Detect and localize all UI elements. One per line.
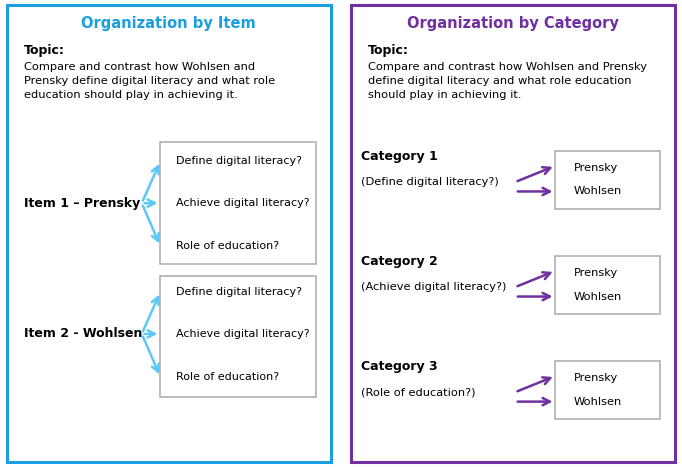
FancyBboxPatch shape: [555, 256, 660, 314]
FancyBboxPatch shape: [555, 361, 660, 419]
Text: (Achieve digital literacy?): (Achieve digital literacy?): [361, 282, 507, 292]
Text: Topic:: Topic:: [368, 44, 409, 57]
Text: Category 2: Category 2: [361, 255, 438, 268]
Text: Compare and contrast how Wohlsen and Prensky
define digital literacy and what ro: Compare and contrast how Wohlsen and Pre…: [368, 62, 647, 100]
Text: Wohlsen: Wohlsen: [574, 396, 622, 407]
Text: Compare and contrast how Wohlsen and
Prensky define digital literacy and what ro: Compare and contrast how Wohlsen and Pre…: [24, 62, 275, 100]
Text: Item 2 - Wohlsen: Item 2 - Wohlsen: [24, 327, 142, 340]
Text: Prensky: Prensky: [574, 373, 618, 383]
Text: Achieve digital literacy?: Achieve digital literacy?: [175, 329, 309, 339]
Text: Organization by Category: Organization by Category: [407, 16, 619, 31]
Text: Prensky: Prensky: [574, 268, 618, 278]
Text: (Role of education?): (Role of education?): [361, 387, 476, 397]
Text: Category 3: Category 3: [361, 360, 438, 373]
FancyBboxPatch shape: [555, 150, 660, 209]
Text: Role of education?: Role of education?: [175, 372, 279, 382]
Text: Category 1: Category 1: [361, 150, 438, 163]
FancyBboxPatch shape: [160, 276, 316, 397]
Text: Define digital literacy?: Define digital literacy?: [175, 156, 301, 166]
Text: Role of education?: Role of education?: [175, 241, 279, 251]
Text: Achieve digital literacy?: Achieve digital literacy?: [175, 198, 309, 208]
Text: Prensky: Prensky: [574, 163, 618, 173]
Text: Define digital literacy?: Define digital literacy?: [175, 287, 301, 297]
Text: Wohlsen: Wohlsen: [574, 291, 622, 302]
Text: Wohlsen: Wohlsen: [574, 186, 622, 197]
Text: Item 1 – Prensky: Item 1 – Prensky: [24, 197, 140, 210]
Text: (Define digital literacy?): (Define digital literacy?): [361, 177, 499, 187]
FancyBboxPatch shape: [160, 142, 316, 264]
Text: Organization by Item: Organization by Item: [81, 16, 256, 31]
Text: Topic:: Topic:: [24, 44, 65, 57]
